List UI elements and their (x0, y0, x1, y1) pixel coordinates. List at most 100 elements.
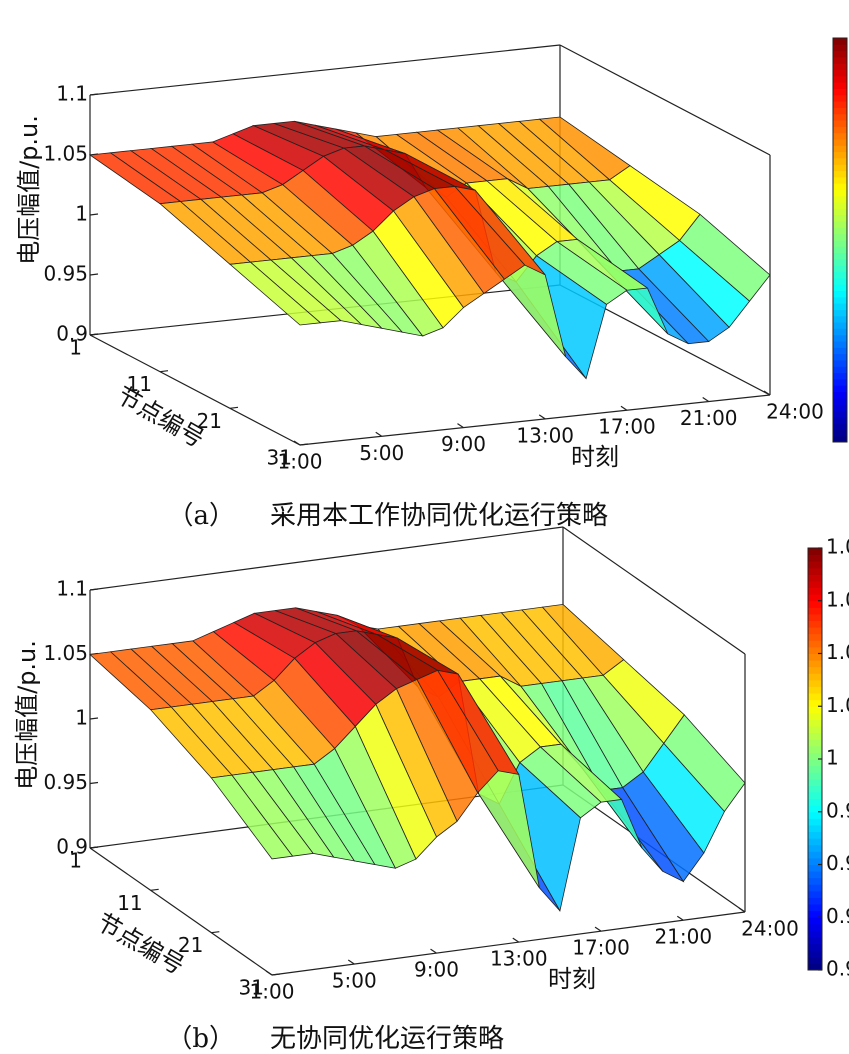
colorbar-tick-label: 1.08 (826, 535, 849, 559)
x-tick (512, 937, 520, 943)
colorbar-cell (808, 917, 822, 925)
colorbar-cell (808, 851, 822, 859)
colorbar-cell (808, 666, 822, 674)
x-axis-label: 时刻 (571, 443, 619, 471)
colorbar-cell (808, 706, 822, 714)
y-tick (271, 973, 281, 976)
y-tick-label: 1 (69, 849, 82, 873)
colorbar-cell (833, 113, 847, 121)
axis-box-edge (559, 44, 771, 156)
colorbar-cell (833, 359, 847, 367)
colorbar-cell (833, 202, 847, 209)
colorbar-cell (808, 574, 822, 582)
colorbar-cell (833, 328, 847, 336)
colorbar-cell (833, 423, 847, 430)
colorbar-cell (808, 719, 822, 727)
colorbar-cell (808, 587, 822, 595)
colorbar-tick-label: 0.96 (826, 851, 849, 875)
colorbar-cell (833, 75, 847, 83)
x-tick-label: 13:00 (516, 423, 574, 447)
colorbar-cell (833, 170, 847, 178)
z-tick-label: 1.1 (56, 82, 88, 106)
colorbar-cell (808, 567, 822, 575)
colorbar-cell (833, 385, 847, 392)
caption-label: （a） (167, 501, 235, 531)
colorbar-cell (833, 233, 847, 241)
colorbar-cell (808, 904, 822, 912)
axis-box-edge (89, 44, 561, 96)
colorbar-cell (833, 240, 847, 247)
colorbar-cell (808, 877, 822, 885)
x-tick-label: 24:00 (741, 917, 799, 941)
colorbar-cell (833, 429, 847, 437)
x-tick (430, 948, 437, 954)
x-tick-label: 17:00 (572, 936, 630, 960)
x-tick-label: 24:00 (766, 400, 824, 424)
colorbar-cell (833, 309, 847, 317)
x-tick (293, 440, 301, 446)
colorbar-cell (833, 221, 847, 228)
x-tick-label: 21:00 (680, 406, 738, 430)
x-tick (538, 414, 546, 420)
y-tick-label: 31 (239, 976, 264, 1000)
colorbar-cell (808, 910, 822, 918)
colorbar-cell (808, 897, 822, 905)
colorbar-cell (833, 397, 847, 405)
colorbar-cell (833, 94, 847, 102)
colorbar-cell (833, 277, 847, 285)
colorbar-cell (833, 157, 847, 165)
z-tick (89, 781, 99, 785)
x-tick-label: 21:00 (654, 925, 712, 949)
colorbar-cell (808, 956, 822, 964)
colorbar-cell (808, 732, 822, 740)
surface-patch (229, 261, 322, 326)
y-tick (159, 370, 169, 373)
colorbar-cell (833, 145, 847, 153)
colorbar-cell (833, 271, 847, 279)
colorbar-cell (808, 963, 822, 971)
colorbar-cell (833, 391, 847, 399)
colorbar-cell (808, 752, 822, 760)
colorbar-cell (808, 798, 822, 806)
colorbar-cell (833, 404, 847, 411)
x-tick-label: 5:00 (359, 441, 404, 465)
axis-box-edge (89, 526, 564, 591)
colorbar-cell (808, 824, 822, 833)
y-tick (229, 406, 239, 409)
z-tick (89, 213, 99, 216)
colorbar-cell (833, 246, 847, 254)
x-tick (738, 907, 746, 913)
colorbar-cell (808, 673, 822, 681)
colorbar-cell (808, 712, 822, 720)
colorbar-cell (833, 372, 847, 380)
colorbar-cell (833, 88, 847, 96)
y-tick (89, 333, 99, 336)
colorbar-cell (833, 176, 847, 184)
colorbar-cell (833, 214, 847, 222)
y-tick-label: 1 (69, 336, 82, 360)
colorbar-cell (833, 322, 847, 329)
colorbar-cell (808, 864, 822, 872)
colorbar-cell (833, 334, 847, 342)
colorbar-cell (833, 132, 847, 140)
colorbar-cell (833, 151, 847, 159)
colorbar-tick-label: 1.06 (826, 587, 849, 611)
colorbar-cell (833, 258, 847, 266)
axis-box-edge (562, 526, 746, 655)
y-tick (89, 846, 99, 849)
colorbar-cell (808, 805, 822, 813)
z-tick-label: 0.9 (56, 835, 88, 859)
colorbar-cell (833, 101, 847, 108)
colorbar-cell (808, 745, 822, 753)
colorbar-cell (808, 686, 822, 694)
surface-patch (210, 774, 294, 860)
colorbar-cell (808, 633, 822, 641)
colorbar-cell (808, 785, 822, 793)
colorbar-cell (833, 303, 847, 310)
colorbar-cell (808, 653, 822, 661)
colorbar-cell (833, 82, 847, 89)
colorbar-cell (808, 739, 822, 747)
colorbar-cell (808, 613, 822, 622)
colorbar-cell (833, 353, 847, 361)
colorbar-cell (808, 811, 822, 819)
